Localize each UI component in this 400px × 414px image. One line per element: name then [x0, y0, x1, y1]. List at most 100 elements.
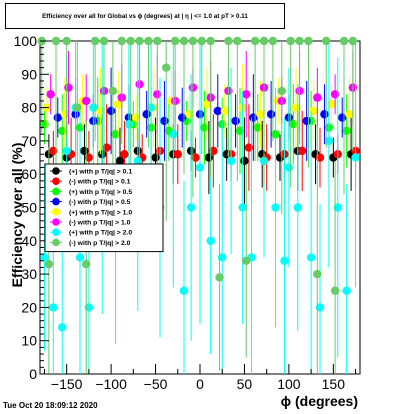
data-point [40, 253, 49, 262]
y-tick-label: 60 [21, 166, 37, 182]
legend-label: (-) with p T/|q| > 2.0 [69, 240, 131, 247]
data-point [315, 153, 325, 162]
data-point [250, 36, 260, 46]
legend-box [44, 163, 164, 253]
data-point [330, 286, 340, 295]
data-point [144, 36, 153, 46]
data-point [209, 146, 218, 156]
data-point [60, 110, 70, 119]
data-point [51, 36, 61, 46]
data-point [195, 163, 205, 172]
data-point [327, 100, 336, 109]
data-point [271, 203, 280, 212]
data-point [298, 146, 307, 156]
data-point [224, 36, 233, 46]
x-axis-label: ϕ (degrees) [281, 393, 358, 409]
data-point [191, 153, 200, 162]
data-point [89, 103, 98, 112]
data-point [253, 123, 262, 132]
y-tick-label: 50 [21, 200, 37, 216]
data-point [339, 36, 349, 46]
data-point [233, 36, 242, 46]
y-tick-label: 30 [21, 266, 37, 282]
data-point [84, 153, 94, 162]
data-point [242, 256, 251, 265]
legend-label: (-) with p T/|q| > 0.5 [69, 199, 131, 206]
data-point [124, 120, 134, 129]
x-tick-label: 50 [237, 376, 253, 392]
data-point [179, 286, 189, 295]
data-point [153, 36, 162, 46]
data-point [99, 36, 109, 46]
data-point [302, 116, 311, 126]
data-point [351, 153, 360, 162]
timestamp: Tue Oct 20 18:09:12 2020 [3, 401, 98, 410]
data-point [256, 110, 265, 119]
data-point [162, 63, 171, 72]
data-point [206, 36, 215, 46]
data-point [284, 163, 294, 172]
data-point [242, 90, 251, 99]
data-point [295, 36, 304, 46]
data-point [179, 36, 189, 46]
data-point [131, 113, 141, 122]
data-point [238, 203, 247, 212]
x-tick-label: 100 [277, 376, 301, 392]
data-point [185, 110, 194, 119]
data-point [280, 256, 289, 265]
data-point [306, 253, 316, 262]
data-point [235, 126, 245, 136]
legend-label: (+) with p T/|q| > 1.0 [69, 209, 132, 216]
data-point [315, 303, 325, 312]
x-tick-label: 0 [196, 376, 204, 392]
data-point [342, 286, 351, 295]
data-point [206, 236, 215, 245]
data-point [58, 323, 67, 332]
y-tick-label: 40 [21, 233, 37, 249]
y-tick-label: 70 [21, 133, 37, 149]
data-point [82, 96, 91, 106]
data-point [293, 203, 302, 212]
data-point [90, 36, 100, 46]
data-point [64, 83, 73, 92]
data-point [215, 273, 224, 282]
data-point [44, 259, 54, 269]
data-point [58, 126, 67, 136]
data-point [220, 106, 230, 116]
data-point [120, 150, 129, 159]
data-point [345, 110, 354, 119]
data-point [200, 123, 209, 132]
data-point [115, 156, 125, 166]
data-point [188, 36, 198, 46]
data-point [291, 103, 301, 112]
data-point [146, 103, 156, 112]
data-point [126, 36, 135, 46]
data-point [46, 90, 55, 99]
x-tick-label: −100 [95, 376, 127, 392]
data-point [244, 143, 254, 152]
y-tick-label: 0 [29, 366, 37, 382]
data-point [82, 259, 91, 269]
data-point [73, 103, 82, 112]
data-point [213, 106, 222, 116]
data-point [170, 36, 180, 46]
y-tick-label: 20 [21, 299, 37, 315]
data-point [268, 36, 278, 46]
data-point [286, 36, 295, 46]
data-point [75, 253, 85, 262]
legend-label: (-) with p T/|q| > 0.1 [69, 179, 131, 186]
data-point [240, 156, 249, 166]
chart-title: Efficiency over all for Global vs ϕ (deg… [5, 3, 285, 29]
x-tick-label: −50 [144, 376, 168, 392]
data-point [304, 36, 313, 46]
data-point [348, 36, 358, 46]
data-point [49, 303, 58, 312]
y-tick-label: 90 [21, 66, 37, 82]
data-point [259, 36, 269, 46]
data-point [218, 253, 227, 262]
legend: (+) with p T/|q| > 0.1 (-) with p T/|q| >… [44, 163, 164, 253]
data-point [330, 90, 340, 99]
data-point [169, 130, 178, 139]
y-tick-label: 80 [21, 100, 37, 116]
data-point [313, 93, 322, 102]
